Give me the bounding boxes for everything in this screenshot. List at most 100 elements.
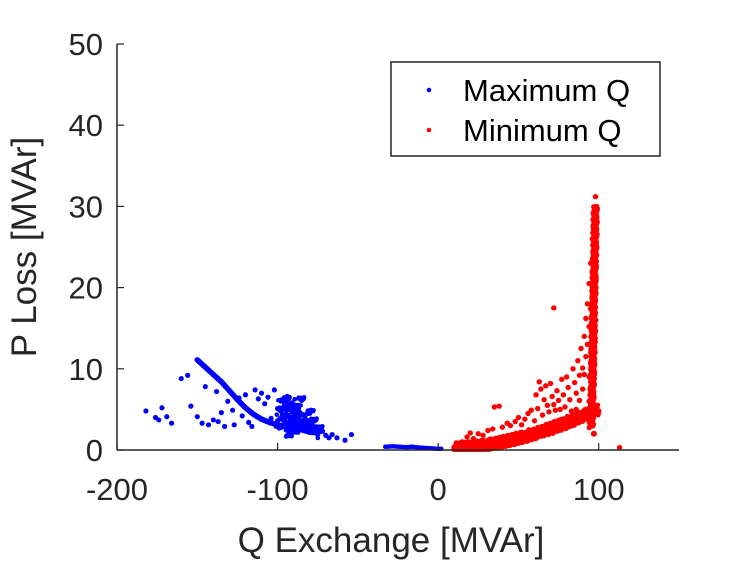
minimum-q-upright-point	[590, 288, 596, 294]
maximum-q-point	[199, 420, 205, 426]
minimum-q-cluster-point	[576, 419, 581, 425]
minimum-q-upright-point	[590, 230, 596, 236]
minimum-q-upright-point	[594, 213, 600, 219]
maximum-q-cluster-point	[314, 430, 320, 435]
minimum-q-cluster-point	[495, 443, 501, 449]
minimum-q-point	[543, 383, 549, 389]
maximum-q-point	[221, 423, 228, 430]
maximum-q-cluster-point	[280, 399, 286, 405]
y-tick-label: 20	[69, 271, 103, 306]
minimum-q-point	[485, 427, 491, 434]
maximum-q-cluster-point	[308, 409, 313, 415]
minimum-q-point	[584, 301, 591, 307]
minimum-q-upright-point	[593, 206, 599, 212]
minimum-q-cluster-point	[491, 441, 497, 447]
minimum-q-point	[499, 424, 506, 430]
minimum-q-point	[563, 374, 570, 380]
minimum-q-cluster-point	[554, 429, 560, 434]
maximum-q-cluster-point	[286, 396, 292, 402]
maximum-q-cluster-point	[309, 419, 314, 425]
minimum-q-point	[515, 414, 522, 421]
minimum-q-point	[549, 393, 555, 400]
minimum-q-cluster-point	[499, 445, 505, 451]
maximum-q-point	[231, 422, 237, 428]
minimum-q-cluster-point	[529, 436, 535, 442]
maximum-q-cluster-point	[301, 396, 306, 402]
maximum-q-point	[246, 419, 252, 425]
y-ticks: 0 10 20 30 40 50	[69, 27, 124, 468]
maximum-q-cluster-point	[289, 416, 295, 421]
minimum-q-cluster-point	[596, 409, 602, 415]
maximum-q-cluster-point	[282, 414, 287, 419]
minimum-q-point	[533, 392, 539, 398]
maximum-q-point	[168, 420, 175, 426]
minimum-q-point	[491, 404, 498, 410]
maximum-q-point	[258, 390, 265, 396]
minimum-q-point	[475, 431, 481, 437]
maximum-q-cluster-point	[303, 422, 309, 428]
minimum-q-upright-point	[589, 418, 596, 424]
maximum-q-cluster-point	[275, 424, 281, 430]
minimum-q-point	[554, 388, 560, 394]
minimum-q-upright-point	[593, 222, 599, 228]
minimum-q-cluster-point	[550, 427, 556, 433]
minimum-q-point	[576, 372, 583, 378]
minimum-q-cluster-point	[520, 438, 526, 444]
legend-label-maximum-q: Maximum Q	[463, 73, 630, 108]
minimum-q-cluster-point	[455, 442, 461, 447]
minimum-q-upright-point	[589, 306, 595, 312]
minimum-q-upright-point	[589, 323, 595, 329]
maximum-q-cluster-point	[282, 417, 287, 423]
minimum-q-point	[528, 407, 534, 413]
minimum-q-cluster-point	[490, 445, 496, 450]
x-tick-label: 100	[573, 472, 625, 507]
minimum-q-cluster-point	[535, 433, 541, 439]
maximum-q-point	[262, 401, 268, 407]
maximum-q-cluster-point	[283, 405, 288, 410]
minimum-q-cluster-point	[496, 437, 501, 443]
y-tick-label: 10	[69, 352, 103, 387]
maximum-q-point	[185, 372, 191, 378]
minimum-q-upright-point	[590, 314, 596, 320]
minimum-q-point	[522, 416, 528, 422]
maximum-q-cluster-point	[300, 418, 305, 424]
minimum-q-upright-point	[587, 386, 593, 393]
minimum-q-point	[579, 365, 586, 371]
minimum-q-point	[552, 407, 559, 413]
maximum-q-point	[329, 431, 335, 438]
minimum-q-cluster-point	[516, 437, 522, 442]
plot-area	[143, 193, 623, 452]
minimum-q-cluster-point	[466, 443, 471, 449]
maximum-q-point	[252, 387, 258, 393]
maximum-q-cluster-point	[313, 417, 319, 423]
minimum-q-cluster-point	[511, 433, 516, 439]
minimum-q-point	[592, 193, 599, 200]
minimum-q-point	[496, 403, 502, 409]
maximum-q-cluster-point	[319, 425, 325, 431]
minimum-q-point	[538, 386, 544, 392]
minimum-q-cluster-point	[470, 440, 476, 446]
minimum-q-upright-point	[591, 346, 597, 353]
maximum-q-cluster-point	[310, 428, 315, 434]
minimum-q-upright-point	[589, 365, 595, 371]
minimum-q-point	[559, 376, 565, 383]
legend-marker-minimum-q	[426, 127, 432, 133]
minimum-q-cluster-point	[519, 431, 525, 436]
minimum-q-point	[518, 422, 525, 428]
maximum-q-point	[194, 414, 200, 420]
minimum-q-point	[547, 380, 554, 387]
x-tick-label: -100	[247, 472, 309, 507]
x-tick-label: 0	[430, 472, 447, 507]
minimum-q-cluster-point	[505, 443, 511, 449]
minimum-q-upright-point	[590, 381, 596, 387]
minimum-q-point	[480, 432, 486, 439]
maximum-q-point	[218, 410, 224, 416]
maximum-q-cluster-point	[293, 423, 299, 428]
maximum-q-point	[348, 431, 355, 438]
minimum-q-upright-point	[589, 255, 596, 261]
maximum-q-point	[249, 423, 255, 430]
y-tick-label: 50	[69, 27, 103, 62]
minimum-q-point	[551, 401, 557, 408]
minimum-q-upright-point	[588, 410, 595, 416]
